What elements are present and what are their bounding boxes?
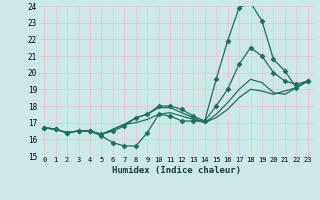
X-axis label: Humidex (Indice chaleur): Humidex (Indice chaleur) [111, 166, 241, 175]
